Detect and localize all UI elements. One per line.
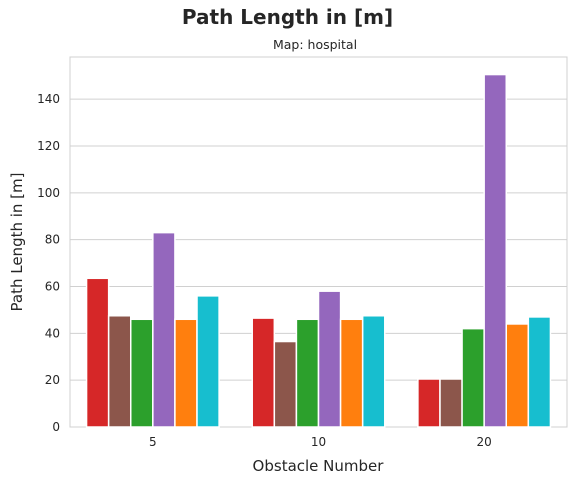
y-tick-label: 0 <box>52 420 60 434</box>
x-tick-label: 20 <box>477 435 492 449</box>
chart-subtitle: Map: hospital <box>272 37 358 52</box>
x-tick-labels: 5 10 20 <box>149 435 492 449</box>
x-axis-label: Obstacle Number <box>253 457 385 475</box>
bar <box>483 73 508 428</box>
bar <box>295 318 320 428</box>
bar <box>85 277 110 428</box>
x-tick-label: 10 <box>311 435 326 449</box>
y-tick-label: 40 <box>45 326 60 340</box>
x-tick-label: 5 <box>149 435 157 449</box>
bar <box>174 318 198 428</box>
bar <box>251 317 276 428</box>
chart-title: Path Length in [m] <box>181 5 394 29</box>
bar <box>152 231 176 428</box>
y-tick-label: 100 <box>37 186 60 200</box>
bar <box>196 295 220 428</box>
bar <box>107 315 132 428</box>
bar <box>461 327 485 428</box>
y-tick-label: 20 <box>45 373 60 387</box>
bar <box>273 340 298 428</box>
y-tick-labels: 0 20 40 60 80 100 120 140 <box>37 92 60 434</box>
y-tick-label: 140 <box>37 92 60 106</box>
bar <box>129 318 154 428</box>
bar <box>317 290 342 428</box>
bar <box>339 318 364 428</box>
y-tick-label: 80 <box>45 233 60 247</box>
bar <box>527 316 552 428</box>
bars <box>85 73 552 428</box>
bar <box>505 323 530 428</box>
y-axis-label: Path Length in [m] <box>8 173 26 312</box>
y-tick-label: 60 <box>45 279 60 293</box>
bar <box>417 378 441 428</box>
y-tick-label: 120 <box>37 139 60 153</box>
bar <box>439 378 463 428</box>
bar <box>361 315 386 428</box>
